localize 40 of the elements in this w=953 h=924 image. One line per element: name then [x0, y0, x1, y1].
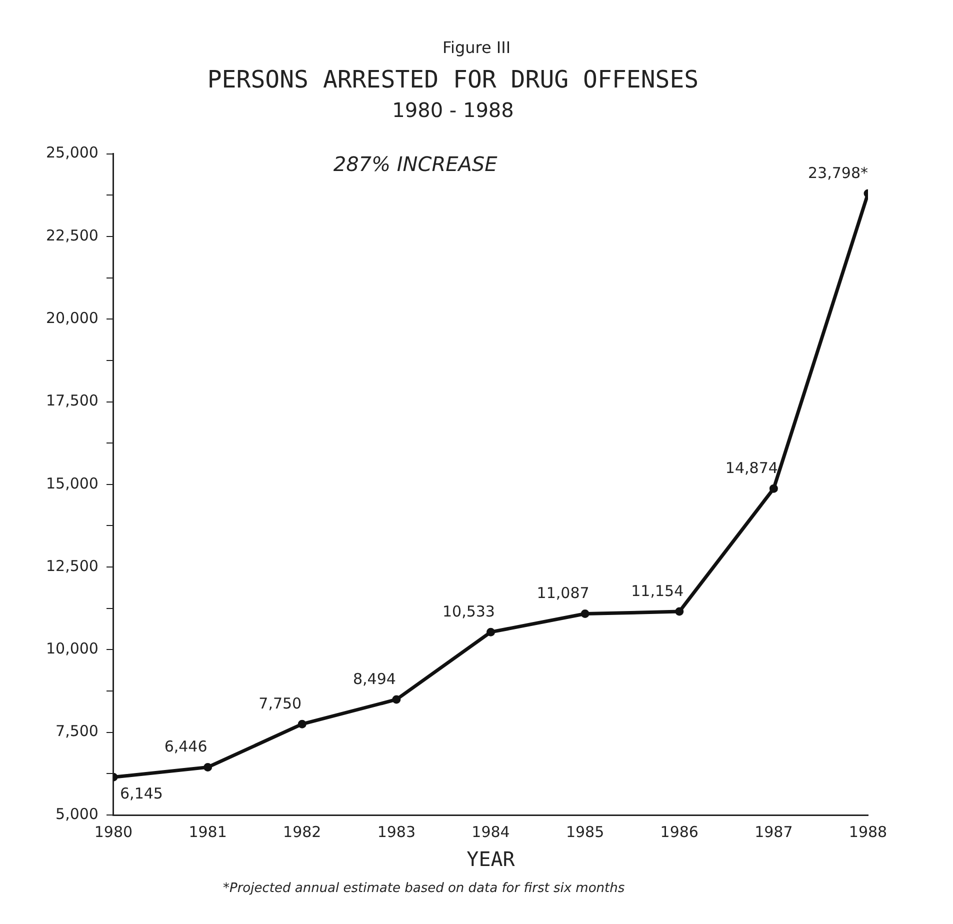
x-tick-label: 1986	[660, 822, 698, 841]
x-tick-label: 1981	[188, 822, 227, 841]
y-tick-label: 22,500	[46, 226, 98, 244]
x-tick-label: 1984	[472, 822, 510, 841]
data-label: 14,874	[725, 458, 778, 477]
y-tick-label: 12,500	[46, 556, 98, 575]
text: *Projected annual estimate based on data for first six months	[222, 880, 626, 896]
chart-subtitle: 1980 - 1988	[392, 98, 514, 122]
text: Figure III	[441, 37, 512, 59]
point	[486, 628, 495, 636]
point	[769, 484, 778, 493]
x-tick-label: 1983	[377, 822, 416, 841]
data-label: 6,145	[120, 784, 163, 803]
data-label: 7,750	[258, 694, 302, 712]
x-axis-title: YEAR	[466, 847, 516, 872]
data-label: 11,154	[631, 582, 684, 600]
y-tick-label: 15,000	[46, 474, 98, 492]
x-tick-label: 1985	[566, 822, 604, 841]
x-tick-label: 1982	[283, 822, 322, 841]
data-label: 23,798*	[808, 164, 868, 182]
point	[204, 762, 212, 772]
point	[392, 695, 401, 704]
chart-title: PERSONS ARRESTED FOR DRUG OFFENSES	[207, 66, 699, 94]
point	[580, 610, 590, 618]
y-tick-label: 10,000	[46, 640, 98, 658]
x-tick-label: 1980	[94, 822, 133, 841]
x-tick-label: 1988	[848, 822, 888, 841]
data-label: 10,533	[442, 602, 495, 620]
y-tick-label: 17,500	[46, 392, 98, 410]
data-label: 11,087	[536, 584, 590, 602]
y-tick-label: 7,500	[56, 722, 98, 740]
point	[298, 720, 306, 728]
data-label: 8,494	[352, 670, 396, 688]
point	[675, 607, 684, 616]
annotation: 287% INCREASE	[333, 152, 498, 176]
x-tick-label: 1987	[754, 822, 793, 841]
data-label: 6,446	[164, 738, 208, 756]
y-tick-label: 25,000	[46, 144, 98, 162]
y-tick-label: 5,000	[56, 804, 98, 823]
y-tick-label: 20,000	[46, 308, 98, 327]
